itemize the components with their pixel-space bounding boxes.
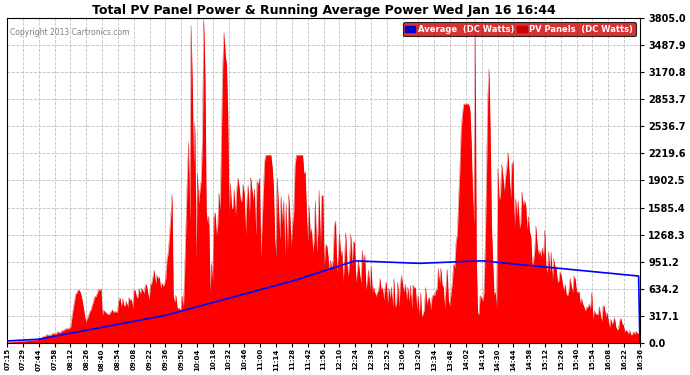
Title: Total PV Panel Power & Running Average Power Wed Jan 16 16:44: Total PV Panel Power & Running Average P… — [92, 4, 555, 17]
Text: Copyright 2013 Cartronics.com: Copyright 2013 Cartronics.com — [10, 28, 130, 37]
Legend: Average  (DC Watts), PV Panels  (DC Watts): Average (DC Watts), PV Panels (DC Watts) — [403, 22, 635, 36]
